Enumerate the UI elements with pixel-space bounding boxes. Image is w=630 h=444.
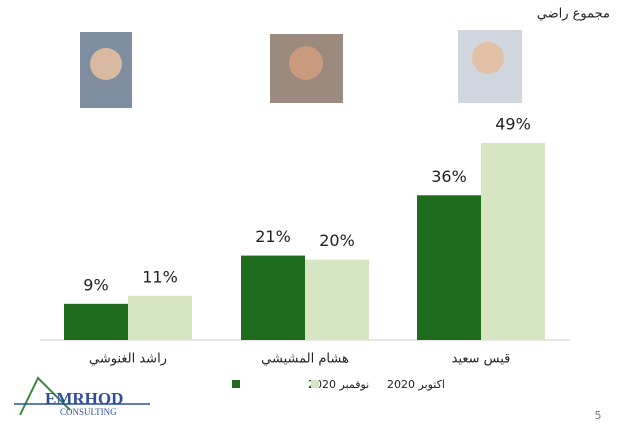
bar <box>64 303 128 340</box>
value-label: 11% <box>142 267 178 286</box>
x-tick-label: هشام المشيشي <box>261 352 349 367</box>
x-tick-label: راشد الغنوشي <box>89 352 167 367</box>
legend-swatch <box>311 380 319 388</box>
legend-label: اكتوبر 2020 <box>387 378 445 391</box>
photo-face <box>289 46 323 80</box>
bar <box>241 255 305 340</box>
legend-swatch <box>232 380 240 388</box>
x-tick-label: قيس سعيد <box>452 352 511 367</box>
photos <box>80 30 522 108</box>
logo-mark <box>19 376 71 416</box>
bar <box>128 295 192 340</box>
page-number: 5 <box>595 409 602 422</box>
logo: EMRHOD CONSULTING <box>14 376 150 417</box>
bar <box>417 195 481 340</box>
photo-face <box>90 48 122 80</box>
legend-label: نوفمبر 2020 <box>308 378 369 391</box>
logo-tagline: CONSULTING <box>60 407 117 417</box>
chart-title: مجموع راضي <box>537 7 610 22</box>
photo-face <box>472 42 504 74</box>
value-label: 49% <box>495 115 531 134</box>
value-label: 36% <box>431 167 467 186</box>
bar <box>481 143 545 340</box>
logo-name: EMRHOD <box>45 389 123 408</box>
value-label: 9% <box>83 275 108 294</box>
value-label: 20% <box>319 231 355 250</box>
value-label: 21% <box>255 227 291 246</box>
bar <box>305 259 369 340</box>
